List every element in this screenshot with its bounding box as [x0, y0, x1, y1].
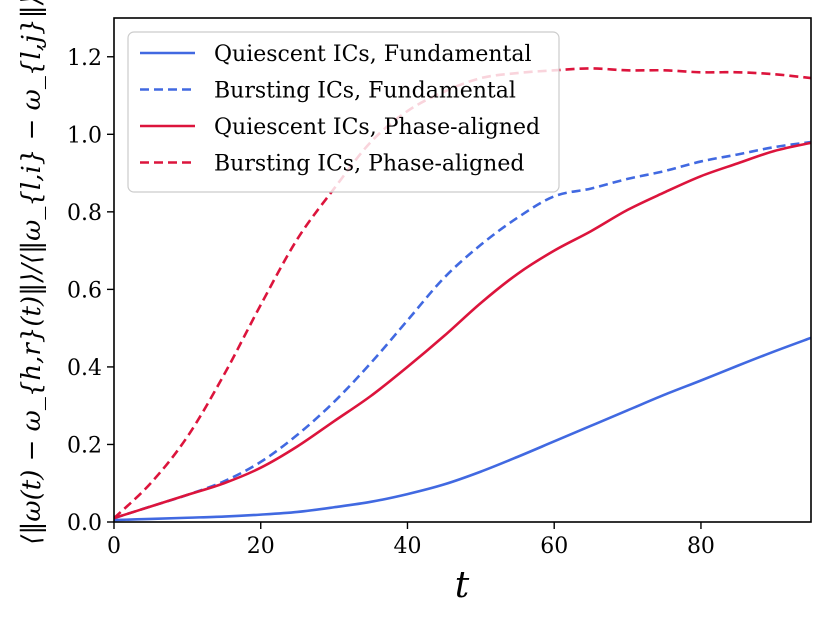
x-axis-label: t: [455, 565, 470, 606]
x-tick-label: 80: [687, 534, 715, 559]
legend-box: [127, 31, 560, 193]
legend-label: Bursting ICs, Fundamental: [214, 79, 516, 104]
y-tick-label: 0.4: [67, 356, 102, 381]
series-line-bursting-ics-fundamental: [114, 140, 811, 520]
legend-label: Bursting ICs, Phase-aligned: [214, 152, 524, 177]
x-tick-label: 40: [393, 534, 421, 559]
y-tick-label: 0.8: [67, 201, 102, 226]
y-tick-label: 1.0: [67, 123, 102, 148]
x-tick-label: 60: [540, 534, 568, 559]
y-tick-label: 0.2: [67, 433, 102, 458]
legend-label: Quiescent ICs, Fundamental: [214, 42, 532, 67]
x-tick-label: 0: [107, 534, 121, 559]
plot-frame: [113, 17, 812, 523]
series-line-quiescent-ics-phase-aligned: [114, 141, 811, 520]
legend: Quiescent ICs, Fundamental Bursting ICs, …: [127, 31, 560, 193]
y-tick-label: 0.6: [67, 278, 102, 303]
ticks-group: 0 20 40 60 80 0.0 0.2 0.4 0.6 0.8 1.0 1.2: [67, 46, 715, 559]
series-line-quiescent-ics-fundamental: [114, 336, 811, 522]
y-tick-label: 0.0: [67, 511, 102, 536]
y-axis-label: ⟨‖ω(t) − ω_{h,r}(t)‖⟩/⟨‖ω_{l,i} − ω_{l,j…: [17, 0, 47, 545]
y-tick-label: 1.2: [67, 46, 102, 71]
legend-label: Quiescent ICs, Phase-aligned: [214, 115, 540, 140]
x-tick-label: 20: [247, 534, 275, 559]
